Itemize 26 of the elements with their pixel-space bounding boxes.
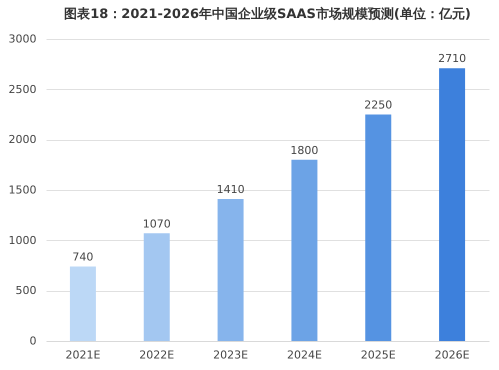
- x-tick-label: 2021E: [65, 348, 100, 362]
- bar: [439, 68, 466, 341]
- bar: [291, 160, 318, 341]
- bar: [144, 233, 170, 341]
- y-tick-label: 3000: [8, 32, 36, 46]
- bar: [365, 114, 392, 341]
- data-label: 1410: [216, 183, 245, 196]
- bar: [218, 199, 244, 341]
- y-tick-label: 500: [16, 284, 36, 298]
- data-label: 740: [72, 250, 94, 264]
- x-tick-label: 2024E: [286, 348, 322, 362]
- y-tick-label: 0: [30, 334, 36, 348]
- data-label: 1070: [142, 217, 171, 230]
- y-tick-label: 1500: [8, 184, 36, 196]
- y-tick-label: 2000: [8, 133, 36, 146]
- chart-title: 图表18：2021-2026年中国企业级SAAS市场规模预测(单位：亿元): [64, 6, 471, 22]
- x-tick-label: 2026E: [434, 348, 470, 362]
- data-label: 2250: [364, 98, 392, 112]
- y-tick-label: 1000: [8, 234, 36, 247]
- x-tick-label: 2025E: [360, 348, 396, 362]
- x-tick-label: 2023E: [213, 348, 248, 362]
- data-label: 1800: [290, 144, 318, 157]
- data-label: 2710: [438, 52, 466, 66]
- y-tick-label: 2500: [8, 82, 36, 96]
- bar: [70, 266, 96, 341]
- x-tick-label: 2022E: [139, 348, 174, 362]
